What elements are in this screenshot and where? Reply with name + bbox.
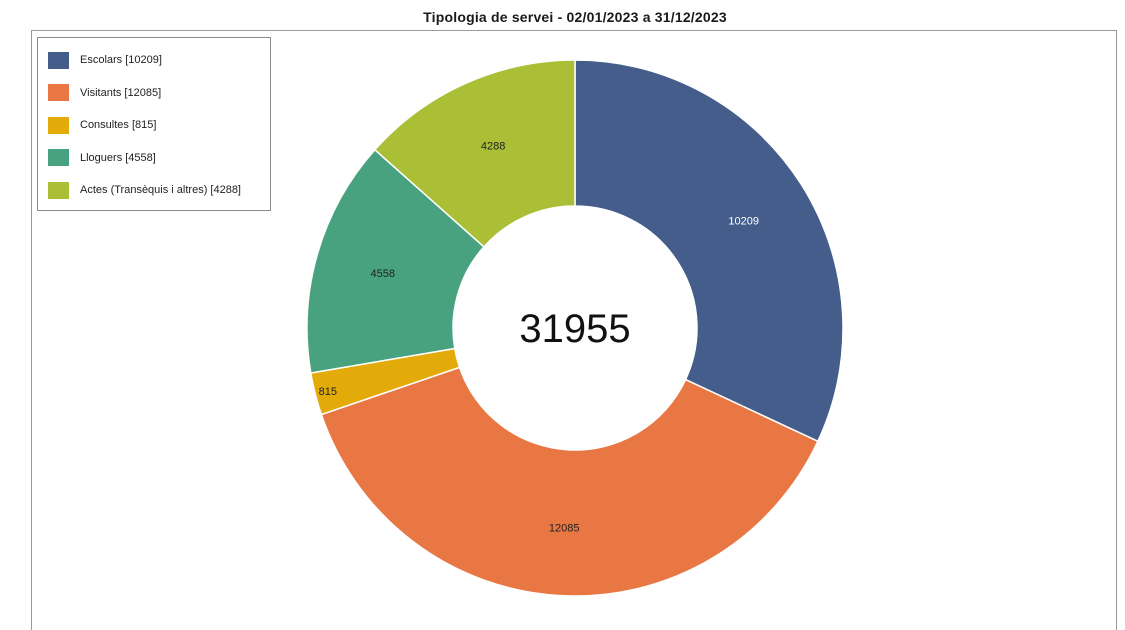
- slice-0: [574, 59, 844, 443]
- slice-3: [306, 148, 485, 374]
- slice-label-3: 4558: [371, 268, 395, 280]
- slice-label-0: 10209: [728, 216, 759, 228]
- legend-swatch-4: [48, 181, 69, 199]
- legend-label-3: Lloguers [4558]: [80, 151, 156, 164]
- slice-4: [373, 59, 576, 248]
- legend: Escolars [10209] Visitants [12085] Consult…: [37, 37, 271, 211]
- legend-item-2: Consultes [815]: [48, 115, 156, 135]
- legend-swatch-1: [48, 84, 69, 101]
- legend-item-3: Lloguers [4558]: [48, 148, 156, 168]
- slice-label-2: 815: [319, 386, 337, 398]
- legend-item-1: Visitants [12085]: [48, 83, 161, 103]
- slice-1: [320, 366, 819, 597]
- legend-label-2: Consultes [815]: [80, 119, 157, 131]
- legend-item-0: Escolars [10209]: [48, 50, 162, 70]
- legend-label-0: Escolars [10209]: [80, 54, 162, 66]
- legend-label-1: Visitants [12085]: [80, 86, 162, 99]
- legend-item-4: Actes (Transèquis i altres) [4288]: [48, 180, 241, 200]
- chart-title: Tipologia de servei - 02/01/2023 a 31/12…: [423, 9, 727, 25]
- center-total-label: 31955: [519, 307, 630, 351]
- slice-label-1: 12085: [549, 523, 580, 535]
- slice-label-4: 4288: [481, 141, 505, 153]
- legend-label-4: Actes (Transèquis i altres) [4288]: [80, 184, 241, 196]
- legend-swatch-0: [48, 51, 69, 69]
- plot-frame: [31, 30, 1117, 630]
- legend-swatch-3: [48, 149, 69, 166]
- legend-swatch-2: [48, 116, 69, 134]
